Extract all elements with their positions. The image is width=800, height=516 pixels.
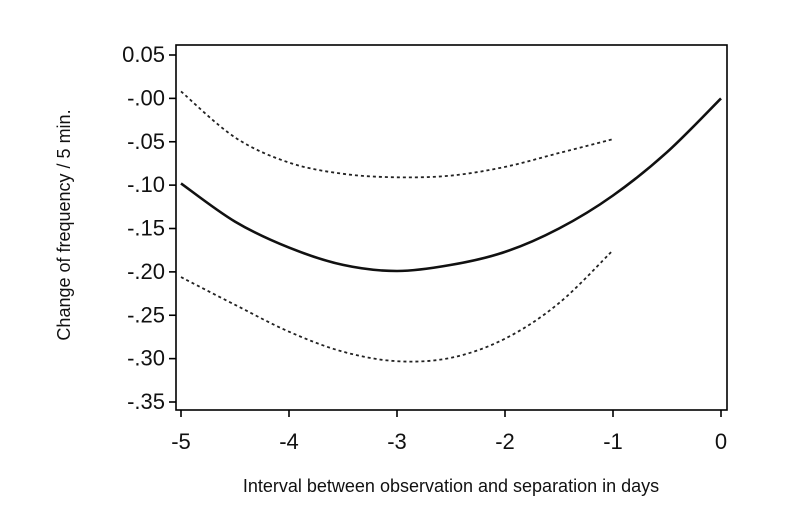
y-tick-label: 0.05 bbox=[122, 42, 165, 67]
y-axis-ticks: 0.05 -.00 -.05 -.10 -.15 -.20 -.25 -.30 -.35 bbox=[122, 42, 176, 414]
x-tick-label: -1 bbox=[603, 429, 623, 454]
y-tick-label: -.10 bbox=[127, 172, 165, 197]
plot-frame bbox=[175, 44, 728, 411]
y-tick-label: -.05 bbox=[127, 129, 165, 154]
x-tick-label: -2 bbox=[495, 429, 515, 454]
x-axis-label: Interval between observation and separat… bbox=[243, 476, 659, 496]
y-tick-label: -.25 bbox=[127, 302, 165, 327]
x-tick-label: 0 bbox=[715, 429, 727, 454]
x-tick-label: -4 bbox=[279, 429, 299, 454]
x-tick-label: -3 bbox=[387, 429, 407, 454]
y-tick-label: -.30 bbox=[127, 346, 165, 371]
y-axis-label: Change of frequency / 5 min. bbox=[54, 109, 74, 340]
series-group bbox=[180, 90, 722, 363]
x-tick-label: -5 bbox=[171, 429, 191, 454]
series-estimate-line bbox=[180, 97, 722, 273]
series-lower-bound-line bbox=[180, 249, 614, 363]
y-tick-label: -.20 bbox=[127, 259, 165, 284]
plot-axes bbox=[175, 44, 728, 411]
y-tick-label: -.15 bbox=[127, 216, 165, 241]
y-tick-label: -.35 bbox=[127, 389, 165, 414]
y-tick-label: -.00 bbox=[127, 85, 165, 110]
x-axis-ticks: -5 -4 -3 -2 -1 0 bbox=[171, 410, 727, 454]
series-upper-bound-line bbox=[180, 90, 614, 179]
